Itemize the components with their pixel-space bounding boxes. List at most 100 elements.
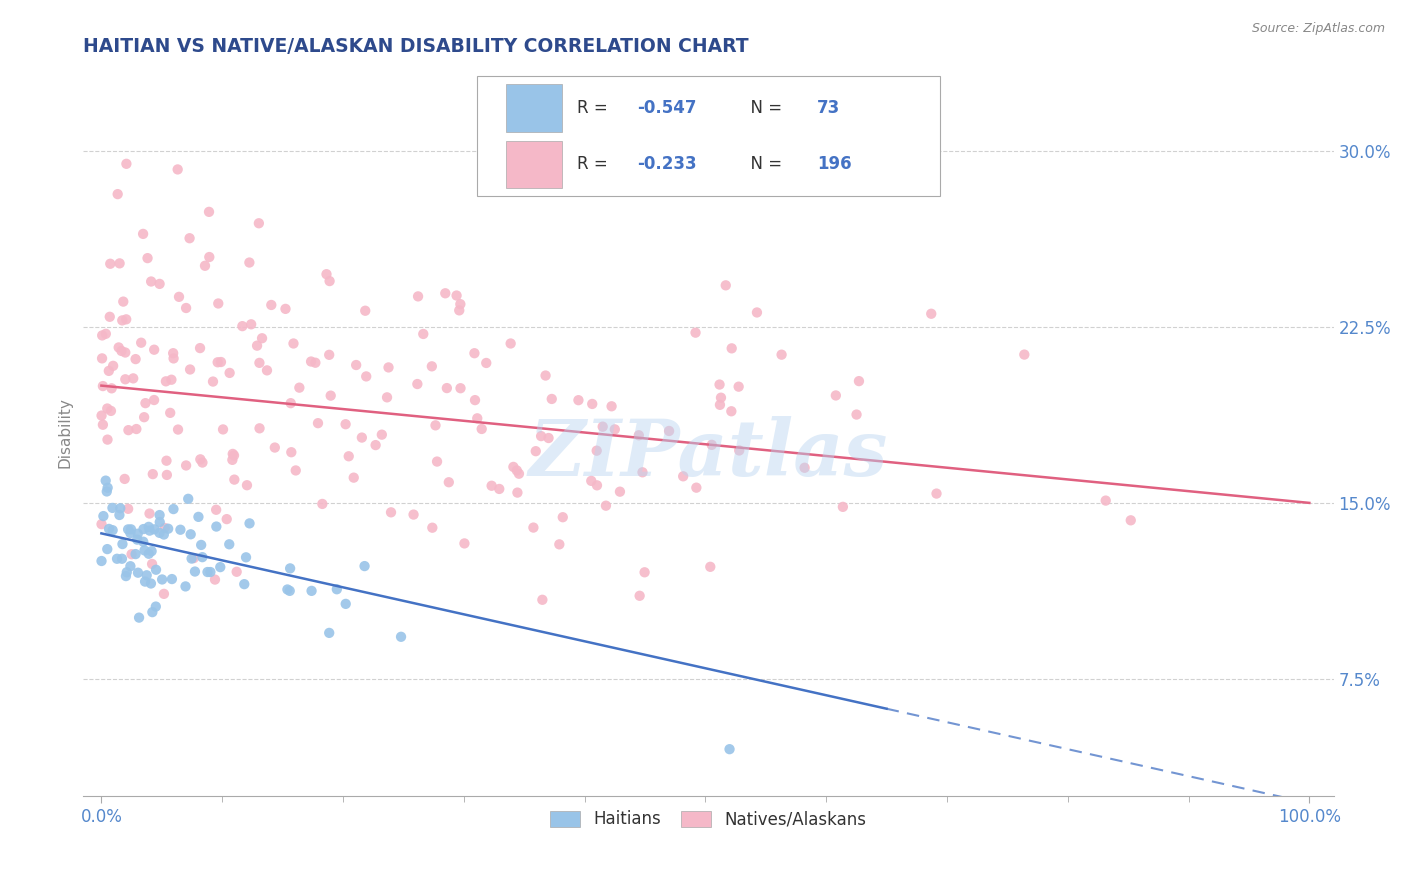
- Point: [343, 470, 366, 484]
- Point: [824, 388, 846, 402]
- Text: -0.547: -0.547: [637, 99, 696, 117]
- Point: [107, 187, 129, 202]
- Point: [112, 294, 135, 309]
- Point: [278, 583, 301, 598]
- Point: [115, 569, 138, 583]
- Point: [94, 326, 117, 341]
- Point: [115, 157, 138, 171]
- Point: [371, 427, 394, 442]
- Point: [141, 275, 163, 289]
- Point: [90, 517, 112, 532]
- Point: [247, 216, 270, 230]
- Point: [502, 459, 524, 474]
- Point: [481, 479, 503, 493]
- FancyBboxPatch shape: [506, 141, 562, 188]
- Point: [793, 460, 815, 475]
- Text: -0.233: -0.233: [637, 155, 697, 173]
- Point: [167, 423, 190, 437]
- Point: [101, 359, 124, 373]
- Point: [235, 550, 257, 565]
- Point: [91, 417, 114, 432]
- Point: [720, 342, 742, 356]
- Point: [129, 335, 152, 350]
- Point: [299, 354, 322, 368]
- Point: [585, 443, 607, 458]
- Point: [155, 453, 177, 467]
- Point: [93, 509, 115, 524]
- Point: [263, 441, 285, 455]
- Point: [120, 559, 142, 574]
- Point: [437, 475, 460, 490]
- Point: [508, 467, 530, 481]
- Point: [96, 542, 118, 557]
- Point: [153, 527, 176, 541]
- Point: [98, 310, 121, 324]
- Point: [191, 456, 214, 470]
- Point: [174, 579, 197, 593]
- Point: [201, 375, 224, 389]
- Point: [548, 537, 571, 551]
- Point: [304, 356, 326, 370]
- Point: [205, 502, 228, 516]
- Point: [207, 355, 229, 369]
- Point: [142, 467, 165, 482]
- Point: [728, 443, 751, 458]
- Point: [720, 404, 742, 418]
- Point: [464, 393, 486, 408]
- Point: [534, 368, 557, 383]
- Point: [685, 326, 707, 340]
- Text: N =: N =: [740, 155, 787, 173]
- Point: [125, 422, 148, 436]
- Point: [700, 438, 723, 452]
- FancyBboxPatch shape: [477, 76, 939, 196]
- Point: [354, 303, 377, 318]
- Point: [156, 467, 179, 482]
- Point: [149, 515, 172, 529]
- Point: [209, 560, 232, 574]
- Point: [188, 341, 211, 355]
- Point: [658, 424, 681, 438]
- Point: [184, 565, 207, 579]
- Point: [420, 359, 443, 374]
- Point: [727, 379, 749, 393]
- Point: [420, 521, 443, 535]
- Point: [120, 522, 142, 536]
- Point: [218, 366, 240, 380]
- Point: [114, 345, 136, 359]
- Point: [200, 565, 222, 579]
- Point: [710, 391, 733, 405]
- Point: [326, 582, 349, 597]
- Point: [205, 519, 228, 533]
- Point: [90, 409, 112, 423]
- Point: [283, 336, 305, 351]
- Point: [111, 551, 134, 566]
- Point: [375, 390, 398, 404]
- Point: [344, 358, 367, 372]
- Point: [101, 523, 124, 537]
- Point: [260, 298, 283, 312]
- Point: [1094, 493, 1116, 508]
- Point: [179, 231, 201, 245]
- Point: [134, 574, 156, 589]
- Point: [141, 557, 163, 571]
- Point: [198, 250, 221, 264]
- Point: [627, 428, 650, 442]
- Point: [714, 278, 737, 293]
- Point: [475, 356, 498, 370]
- Point: [354, 369, 377, 384]
- Point: [335, 597, 357, 611]
- Point: [149, 277, 172, 291]
- Point: [449, 303, 471, 318]
- Point: [685, 481, 707, 495]
- Point: [465, 411, 488, 425]
- Point: [127, 533, 149, 547]
- Point: [132, 227, 155, 241]
- Point: [581, 397, 603, 411]
- Point: [353, 559, 375, 574]
- Point: [160, 373, 183, 387]
- Point: [120, 526, 142, 541]
- Point: [132, 522, 155, 536]
- Point: [633, 566, 655, 580]
- Point: [114, 472, 136, 486]
- Point: [188, 452, 211, 467]
